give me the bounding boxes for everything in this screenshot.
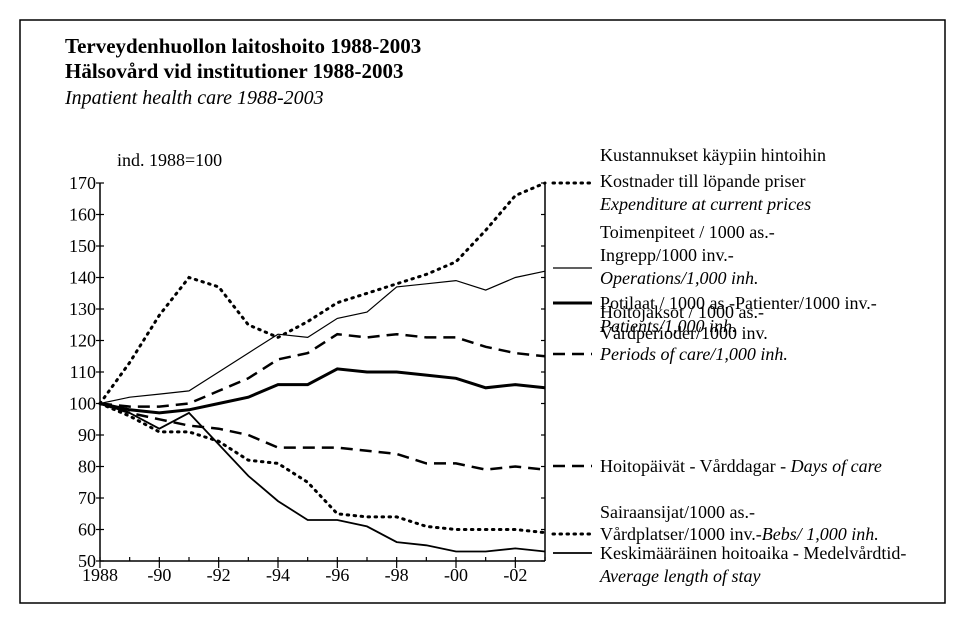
y-tick-label: 60 bbox=[78, 520, 96, 540]
legend-label: Hoitopäivät - Vårddagar - Days of care bbox=[600, 456, 882, 476]
legend-label: Kostnader till löpande priser bbox=[600, 171, 805, 191]
legend-text: Days of care bbox=[790, 456, 882, 476]
legend-label: Average length of stay bbox=[599, 566, 760, 586]
legend-label: Sairaansijat/1000 as.- bbox=[600, 502, 755, 522]
y-tick-label: 110 bbox=[70, 362, 96, 382]
chart-title: Terveydenhuollon laitoshoito 1988-2003 bbox=[65, 34, 421, 58]
series-line bbox=[99, 402, 546, 553]
y-tick-label: 120 bbox=[69, 331, 96, 351]
legend-text: Vårdperioder/1000 inv. bbox=[600, 323, 768, 343]
x-tick-label: -92 bbox=[207, 565, 231, 585]
legend-label: Potilaat / 1000 as.-Patienter/1000 inv.- bbox=[600, 293, 877, 313]
series-line bbox=[99, 332, 546, 408]
legend-text: Keskimääräinen hoitoaika - Medelvårdtid- bbox=[600, 543, 906, 563]
series-line bbox=[98, 181, 547, 405]
legend-label: Kustannukset käypiin hintoihin bbox=[600, 145, 826, 165]
legend-text: Potilaat / 1000 as.-Patienter/1000 inv.- bbox=[600, 293, 877, 313]
legend-label: Vårdplatser/1000 inv.-Bebs/ 1,000 inh. bbox=[600, 524, 879, 544]
legend-text: Bebs/ 1,000 inh. bbox=[762, 524, 879, 544]
chart-subtitle: Inpatient health care 1988-2003 bbox=[64, 87, 324, 109]
series-line bbox=[99, 270, 546, 405]
legend-label: Patients/1,000 inh. bbox=[599, 316, 737, 336]
legend-text: Vårdplatser/1000 inv.- bbox=[600, 524, 762, 544]
series-line bbox=[99, 367, 546, 415]
legend-label: Keskimääräinen hoitoaika - Medelvårdtid- bbox=[600, 543, 906, 563]
legend-text: Kustannukset käypiin hintoihin bbox=[600, 145, 826, 165]
legend-label: Expenditure at current prices bbox=[599, 194, 811, 214]
legend-text: Operations/1,000 inh. bbox=[600, 268, 759, 288]
x-tick-label: -00 bbox=[444, 565, 468, 585]
series-line bbox=[98, 402, 547, 535]
legend-text: Patients/1,000 inh. bbox=[599, 316, 737, 336]
x-tick-label: -02 bbox=[503, 565, 527, 585]
y-tick-label: 130 bbox=[69, 299, 96, 319]
y-tick-label: 100 bbox=[69, 394, 96, 414]
series-line bbox=[99, 402, 546, 471]
legend-text: Sairaansijat/1000 as.- bbox=[600, 502, 755, 522]
legend-text: Hoitopäivät - Vårddagar - bbox=[600, 456, 791, 476]
y-tick-label: 160 bbox=[69, 205, 96, 225]
y-tick-label: 50 bbox=[78, 551, 96, 571]
legend-text: Periods of care/1,000 inh. bbox=[599, 344, 788, 364]
legend-text: Kostnader till löpande priser bbox=[600, 171, 805, 191]
chart-title: Hälsovård vid institutioner 1988-2003 bbox=[65, 59, 404, 83]
y-tick-label: 140 bbox=[69, 268, 96, 288]
legend-label: Operations/1,000 inh. bbox=[600, 268, 759, 288]
y-axis-label: ind. 1988=100 bbox=[117, 150, 222, 170]
legend-label: Periods of care/1,000 inh. bbox=[599, 344, 788, 364]
y-tick-label: 150 bbox=[69, 236, 96, 256]
legend-text: Toimenpiteet / 1000 as.- bbox=[600, 222, 775, 242]
x-tick-label: -94 bbox=[266, 565, 290, 585]
y-tick-label: 80 bbox=[78, 457, 96, 477]
legend-label: Vårdperioder/1000 inv. bbox=[600, 323, 768, 343]
frame bbox=[19, 19, 946, 604]
y-tick-label: 70 bbox=[78, 488, 96, 508]
y-tick-label: 170 bbox=[69, 173, 96, 193]
x-tick-label: 1988 bbox=[82, 565, 118, 585]
x-tick-label: -96 bbox=[325, 565, 349, 585]
legend-text: Average length of stay bbox=[599, 566, 760, 586]
legend-text: Expenditure at current prices bbox=[599, 194, 811, 214]
x-tick-label: -90 bbox=[147, 565, 171, 585]
legend-label: Toimenpiteet / 1000 as.- bbox=[600, 222, 775, 242]
x-tick-label: -98 bbox=[385, 565, 409, 585]
legend-text: Ingrepp/1000 inv.- bbox=[600, 245, 734, 265]
legend-label: Ingrepp/1000 inv.- bbox=[600, 245, 734, 265]
legend-label: Hoitojaksot / 1000 as.- bbox=[600, 302, 764, 322]
legend-text: Hoitojaksot / 1000 as.- bbox=[600, 302, 764, 322]
y-tick-label: 90 bbox=[78, 425, 96, 445]
